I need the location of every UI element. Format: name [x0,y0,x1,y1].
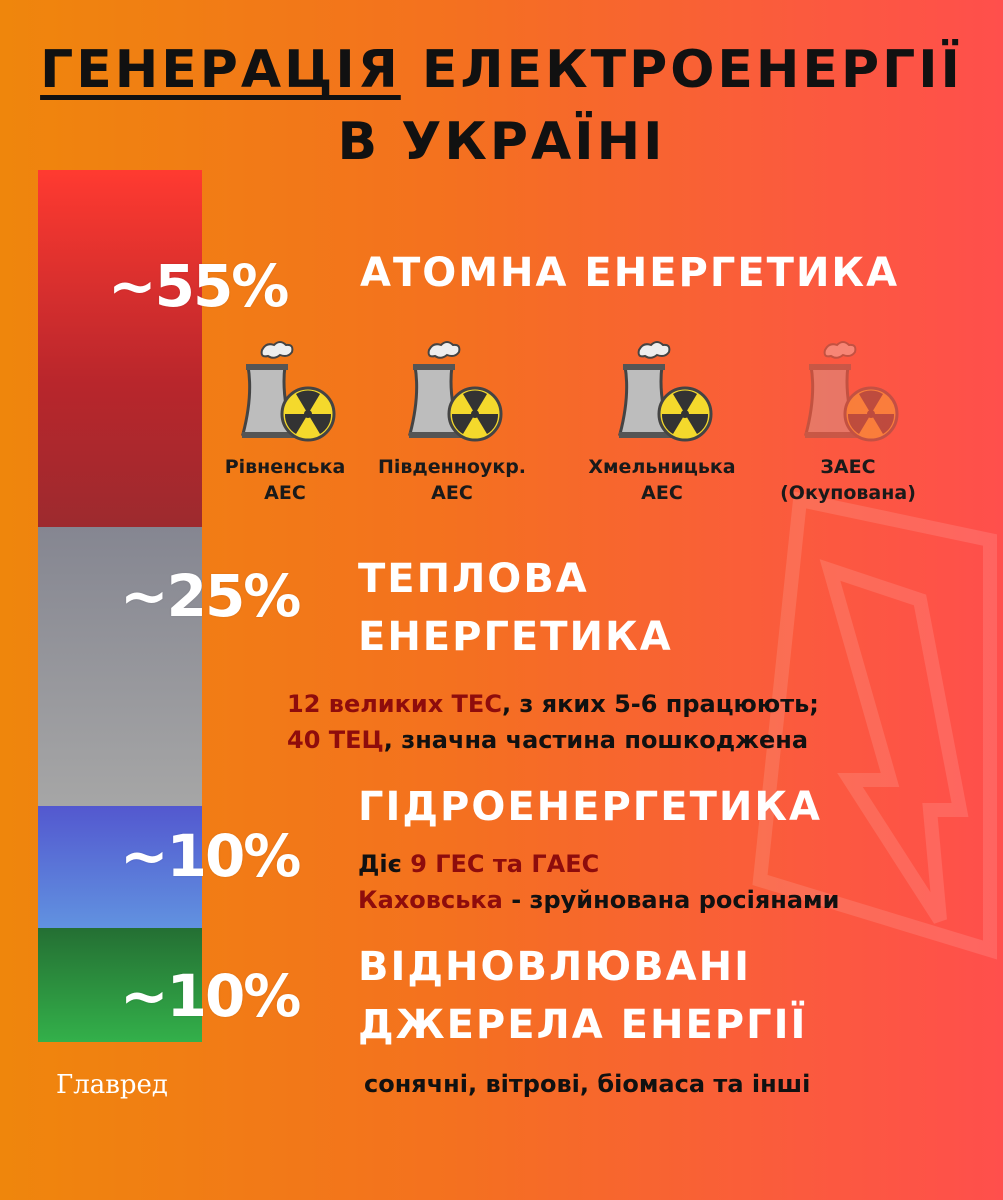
heading-renewable: ВІДНОВЛЮВАНІ ДЖЕРЕЛА ЕНЕРГІЇ [358,944,808,1048]
pct-label-hydro: ~10% [120,822,301,890]
heading-thermal: ТЕПЛОВА ЕНЕРГЕТИКА [358,556,673,660]
nuclear-plant-icon [241,341,336,442]
renewable-note: сонячні, вітрові, біомаса та інші [364,1070,811,1098]
page-title-line2: В УКРАЇНІ [337,112,666,172]
nuclear-plant-icon [618,341,713,442]
heading-nuclear: АТОМНА ЕНЕРГЕТИКА [360,250,900,296]
lightning-warning-icon [752,491,997,960]
heading-hydro: ГІДРОЕНЕРГЕТИКА [358,784,822,830]
stacked-bar [38,170,202,1042]
pct-label-nuclear: ~55% [108,252,289,320]
pct-label-renewable: ~10% [120,962,301,1030]
page-title: ГЕНЕРАЦІЯ ЕЛЕКТРОЕНЕРГІЇ [40,40,963,100]
plant-item: Південноукр. АЕС [372,338,532,506]
bar-segment-nuclear [38,170,202,527]
bar-segment-renewable [38,928,202,1042]
hydro-note: Діє 9 ГЕС та ГАЕС Каховська - зруйнована… [358,850,840,914]
plant-item: Хмельницька АЕС [582,338,742,506]
pct-label-thermal: ~25% [120,562,301,630]
thermal-note: 12 великих ТЕС, з яких 5-6 працюють; 40 … [287,690,819,754]
plant-item: ЗАЕС (Окупована) [768,338,928,506]
nuclear-plant-icon [408,341,503,442]
nuclear-plant-icon [804,341,899,442]
plant-item: Рівненська АЕС [205,338,365,506]
bar-segment-thermal [38,527,202,806]
logo: Главред [56,1070,168,1100]
bar-segment-hydro [38,806,202,928]
